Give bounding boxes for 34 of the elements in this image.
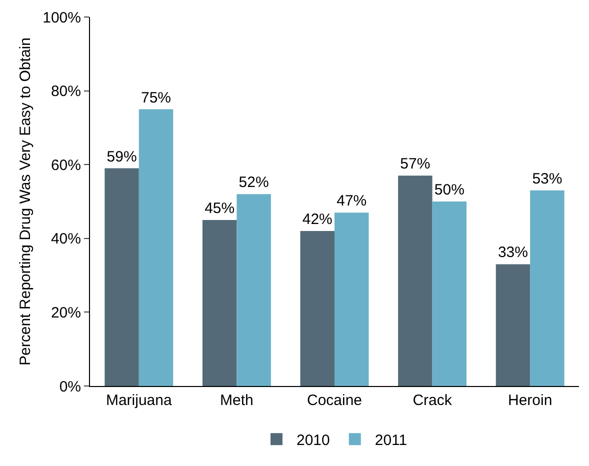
data-label: 42%	[302, 211, 332, 228]
data-label: 59%	[106, 148, 137, 166]
bar	[138, 109, 174, 386]
y-tick-label: 0%	[59, 378, 81, 396]
bar	[432, 202, 467, 386]
data-label: 53%	[532, 170, 562, 188]
x-tick-label: Crack	[412, 392, 452, 409]
legend-label: 2011	[374, 432, 408, 449]
bar	[398, 176, 432, 386]
data-label: 57%	[400, 156, 430, 173]
y-tick-label: 100%	[42, 9, 81, 26]
bar	[236, 194, 271, 386]
data-label: 75%	[141, 89, 172, 106]
x-tick-label: Cocaine	[306, 392, 362, 409]
bar	[300, 231, 334, 386]
bar	[530, 190, 564, 386]
y-tick-label: 20%	[50, 304, 81, 322]
bar	[496, 264, 530, 386]
data-label: 52%	[238, 174, 269, 192]
y-tick-label: 40%	[50, 230, 81, 248]
bar	[334, 212, 369, 386]
bar	[104, 168, 139, 386]
y-tick-label: 80%	[50, 83, 81, 100]
legend-label: 2010	[296, 432, 330, 449]
y-tick-label: 60%	[50, 156, 81, 174]
y-axis-title: Percent Reporting Drug Was Very Easy to Obtain	[16, 38, 34, 366]
data-label: 33%	[498, 244, 528, 262]
data-label: 47%	[336, 192, 367, 210]
x-tick-label: Marijuana	[106, 392, 172, 409]
x-tick-label: Heroin	[508, 392, 552, 409]
bar	[202, 220, 237, 386]
data-label: 50%	[434, 182, 464, 198]
x-tick-label: Meth	[220, 392, 254, 409]
data-label: 45%	[204, 200, 235, 217]
